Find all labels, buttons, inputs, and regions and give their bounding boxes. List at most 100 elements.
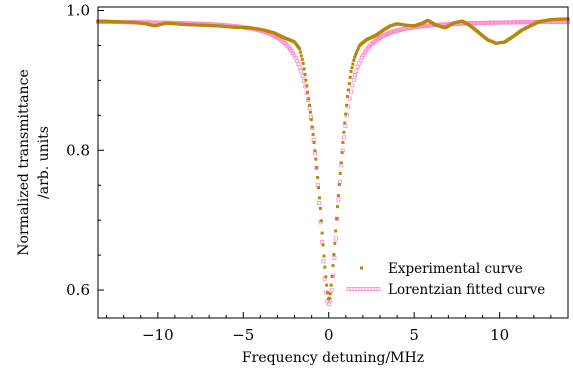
x-tick-label: −5 — [232, 326, 254, 344]
x-axis-label: Frequency detuning/MHz — [242, 350, 424, 366]
x-tick-label: 0 — [324, 326, 334, 344]
experimental-point — [327, 296, 331, 300]
experimental-point — [319, 219, 323, 223]
y-axis-label: Normalized transmittance /arb. units — [16, 69, 52, 255]
experimental-point — [332, 252, 336, 256]
fitted-point — [351, 77, 356, 82]
fitted-point — [299, 69, 304, 74]
experimental-point — [301, 61, 305, 65]
experimental-point — [331, 264, 335, 268]
experimental-point — [313, 149, 317, 153]
fitted-point — [315, 182, 320, 187]
experimental-point — [308, 103, 311, 107]
fitted-point — [350, 83, 355, 88]
experimental-curve-series — [96, 17, 570, 301]
fitted-point — [336, 197, 341, 202]
legend-experimental-marker — [360, 266, 363, 270]
experimental-point — [354, 53, 358, 57]
experimental-point — [352, 58, 356, 62]
experimental-point — [315, 165, 319, 169]
fitted-point — [354, 68, 359, 73]
fitted-point — [347, 96, 352, 101]
fitted-point — [343, 123, 348, 128]
experimental-point — [311, 132, 315, 136]
experimental-point — [353, 55, 357, 59]
legend-fitted-swatch — [370, 287, 375, 291]
legend: Experimental curve Lorentzian fitted cur… — [346, 261, 545, 298]
experimental-point — [304, 78, 308, 82]
legend-fitted-swatch — [346, 287, 351, 291]
legend-fitted-marker — [346, 287, 381, 291]
experimental-point — [356, 46, 360, 50]
experimental-point — [346, 88, 350, 92]
experimental-point — [349, 69, 353, 73]
legend-experimental-swatch — [360, 266, 363, 270]
fitted-point — [307, 106, 312, 111]
experimental-point — [344, 112, 348, 116]
experimental-point — [337, 182, 341, 186]
x-tick-label: −10 — [142, 326, 174, 344]
experimental-point — [338, 171, 342, 175]
fitted-point — [337, 179, 342, 184]
experimental-point — [334, 229, 338, 233]
experimental-point — [347, 82, 351, 86]
y-axis-label-line-2: /arb. units — [36, 126, 52, 199]
legend-fitted-swatch — [355, 287, 360, 291]
experimental-point — [325, 283, 329, 287]
experimental-point — [329, 283, 333, 287]
experimental-point — [336, 194, 340, 198]
y-axis-ticks: 0.6 0.8 1.0 — [66, 1, 104, 299]
fitted-point — [332, 255, 337, 260]
experimental-point — [310, 125, 314, 129]
y-tick-label: 1.0 — [66, 1, 90, 19]
plot-frame — [97, 6, 569, 319]
fitted-point — [355, 64, 360, 69]
fitted-point — [333, 236, 338, 241]
experimental-point — [316, 176, 320, 180]
experimental-point — [345, 94, 349, 98]
experimental-point — [312, 140, 316, 144]
legend-fitted-swatch — [367, 287, 372, 291]
legend-experimental-label: Experimental curve — [388, 261, 523, 277]
experimental-point — [341, 140, 345, 144]
experimental-point — [345, 103, 349, 107]
experimental-point — [323, 265, 327, 269]
experimental-point — [351, 62, 355, 66]
fitted-point — [297, 65, 302, 70]
experimental-point — [335, 217, 339, 221]
experimental-point — [330, 275, 334, 279]
experimental-point — [355, 51, 358, 55]
experimental-point — [320, 231, 324, 235]
experimental-point — [339, 161, 343, 165]
y-axis-label-line-1: Normalized transmittance — [16, 69, 32, 255]
experimental-point — [324, 275, 328, 279]
fitted-point — [319, 240, 324, 245]
experimental-point — [348, 75, 352, 79]
experimental-point — [326, 291, 330, 295]
experimental-point — [355, 49, 359, 53]
experimental-point — [300, 58, 304, 62]
x-tick-label: 5 — [409, 326, 419, 344]
experimental-point — [309, 118, 313, 122]
experimental-point — [340, 151, 344, 155]
legend-fitted-swatch — [352, 287, 357, 291]
fitted-point — [317, 200, 322, 205]
legend-fitted-swatch — [364, 287, 369, 291]
legend-fitted-swatch — [358, 287, 363, 291]
experimental-point — [314, 157, 318, 161]
legend-fitted-swatch — [376, 287, 381, 291]
x-axis-ticks: −10 −5 0 5 10 — [106, 312, 569, 344]
experimental-point — [322, 254, 326, 258]
experimental-point — [328, 292, 332, 296]
fitted-point — [321, 259, 326, 264]
legend-fitted-swatch — [373, 287, 378, 291]
x-tick-label: 10 — [490, 326, 509, 344]
y-tick-label: 0.6 — [66, 281, 90, 299]
legend-fitted-swatch — [361, 287, 366, 291]
experimental-point — [333, 241, 337, 245]
fitted-point — [342, 135, 347, 140]
experimental-point — [343, 121, 347, 125]
fitted-point — [353, 73, 358, 78]
fitted-point — [311, 137, 316, 142]
y-tick-label: 0.8 — [66, 141, 90, 159]
